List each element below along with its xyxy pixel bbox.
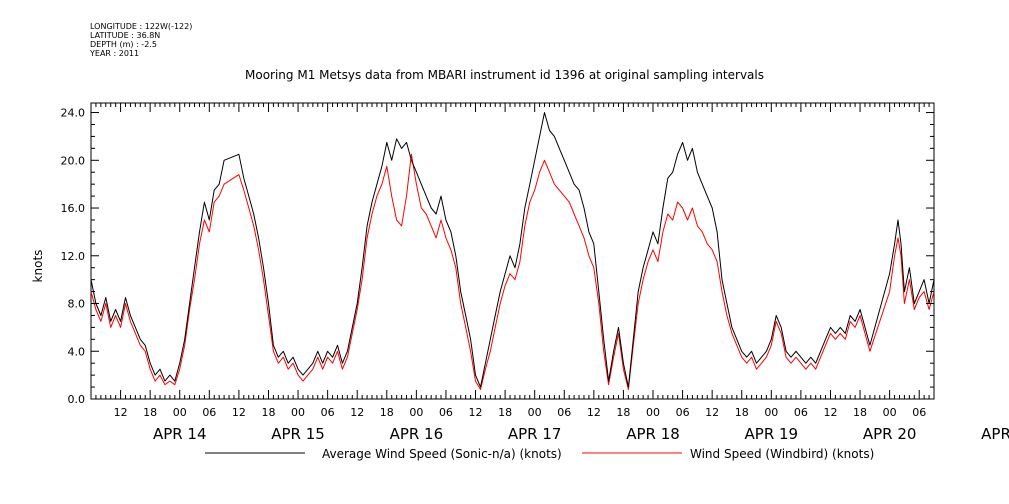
chart-title: Mooring M1 Metsys data from MBARI instru… [245,68,764,82]
x-tick-label: 00 [528,406,542,419]
x-tick-label: 12 [350,406,364,419]
depth-label: DEPTH (m) : -2.5 [90,40,157,49]
x-tick-label: 12 [587,406,601,419]
x-tick-label: 12 [705,406,719,419]
y-axis: 0.0 4.0 8.0 12.0 16.0 20.0 24.0 [61,107,934,406]
x-tick-label: 12 [823,406,837,419]
y-tick-label: 4.0 [68,345,86,358]
x-day-label: APR 21 [981,425,1009,443]
y-axis-label: knots [31,250,45,283]
x-tick-label: 00 [883,406,897,419]
latitude-label: LATITUDE : 36.8N [90,31,161,40]
year-label: YEAR : 2011 [90,49,140,58]
x-tick-label: 12 [469,406,483,419]
x-tick-label: 00 [764,406,778,419]
x-tick-label: 18 [143,406,157,419]
y-tick-label: 24.0 [61,107,86,120]
y-tick-label: 16.0 [61,202,86,215]
x-axis: 12 18 00 06 12 18 00 06 12 18 00 06 12 18 00 06 12 18 00 06… [90,103,1009,443]
x-tick-label: 12 [232,406,246,419]
x-day-label: APR 14 [153,425,207,443]
x-tick-label: 06 [794,406,808,419]
y-tick-label: 20.0 [61,154,86,167]
x-tick-label: 06 [202,406,216,419]
y-tick-label: 8.0 [68,298,86,311]
x-tick-label: 06 [912,406,926,419]
x-tick-label: 00 [291,406,305,419]
x-tick-label: 06 [321,406,335,419]
x-tick-label: 06 [557,406,571,419]
x-tick-label: 18 [735,406,749,419]
x-tick-label: 00 [173,406,187,419]
series-line-1 [90,153,935,390]
x-day-label: APR 19 [745,425,799,443]
plot-frame [90,102,935,400]
legend: Average Wind Speed (Sonic-n/a) (knots) Wi… [205,447,874,461]
series-line-0 [90,112,935,388]
x-day-label: APR 18 [626,425,680,443]
x-tick-label: 06 [439,406,453,419]
x-day-label: APR 17 [508,425,562,443]
x-tick-label: 12 [114,406,128,419]
x-tick-label: 06 [676,406,690,419]
x-day-label: APR 16 [390,425,444,443]
plot-area [90,102,935,400]
x-day-label: APR 15 [271,425,325,443]
x-tick-label: 18 [380,406,394,419]
legend-label: Average Wind Speed (Sonic-n/a) (knots) [322,447,562,461]
y-tick-label: 12.0 [61,250,86,263]
x-tick-label: 00 [646,406,660,419]
x-tick-label: 18 [616,406,630,419]
legend-label: Wind Speed (Windbird) (knots) [690,447,874,461]
x-day-label: APR 20 [863,425,917,443]
x-tick-label: 18 [261,406,275,419]
x-tick-label: 18 [498,406,512,419]
x-tick-label: 00 [409,406,423,419]
longitude-label: LONGITUDE : 122W(-122) [90,22,193,31]
x-tick-label: 18 [853,406,867,419]
y-tick-label: 0.0 [68,393,86,406]
